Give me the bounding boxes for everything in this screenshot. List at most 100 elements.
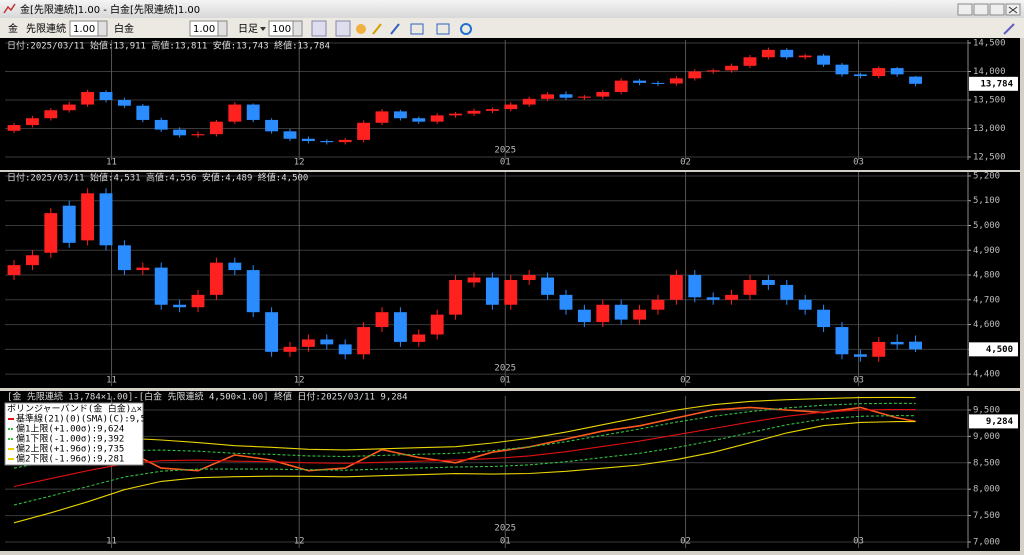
tool-button[interactable] [1003,23,1015,35]
y-tick-label: 9,000 [973,432,1000,442]
candle-body [504,104,518,110]
tool-button[interactable] [311,20,327,37]
candle-body [559,94,573,98]
candle-body [780,284,794,300]
spinner[interactable] [217,20,228,37]
candle-body [393,111,407,119]
y-tick-label: 13,500 [973,96,1006,106]
candle-body [7,125,21,131]
candle-body [393,312,407,342]
candle-body [449,279,463,315]
candle-body [835,64,849,75]
candle-body [117,245,131,271]
last-value-box [969,76,1018,91]
candle-body [485,109,499,111]
x-tick-label: 12 [294,158,305,168]
candle-body [265,312,279,352]
candle-body [798,299,812,310]
x-tick-label: 01 [500,537,511,547]
candle-body [173,129,187,136]
candle-body [136,267,150,271]
candle-body [228,104,242,122]
candle-body [909,341,923,350]
candle-body [209,121,223,135]
candle-body [117,100,131,106]
tool-button[interactable] [460,23,472,35]
candle-body [430,314,444,335]
period[interactable]: 日足 [238,23,258,35]
y-tick-label: 5,200 [973,171,1000,181]
symbol2: 白金 [114,22,134,35]
dropdown-arrow [260,27,266,31]
series-line [13,408,916,488]
candle-body [522,98,536,105]
close-icon [1008,6,1018,14]
candle-body [338,139,352,143]
tool-button[interactable] [372,23,382,35]
legend-box [4,402,144,466]
minimize-button[interactable] [973,3,989,16]
y-tick-label: 5,000 [973,221,1000,231]
spinner[interactable] [97,20,108,37]
candle-body [191,134,205,136]
candle-body [246,270,260,313]
y-tick-label: 13,000 [973,124,1006,134]
maximize-button[interactable] [989,3,1005,16]
candle-body [596,92,610,97]
series-line [13,421,916,524]
restore-button[interactable] [957,3,973,16]
tool-button[interactable] [335,20,351,37]
series-line [13,406,916,472]
candle-body [688,275,702,298]
candle-body [357,327,371,355]
candle-body [467,277,481,283]
mult1: 1.00 [73,24,95,35]
candle-body [357,122,371,140]
y-tick-label: 7,000 [973,537,1000,547]
x-tick-label: 02 [680,376,691,386]
panel-header: 日付:2025/03/11 始値:4,531 高値:4,556 安値:4,489… [7,172,308,184]
last-value-label: 13,784 [980,79,1013,89]
candle-body [301,339,315,347]
candle-body [614,80,628,93]
panel-header: [金 先限連続 13,784×1.00]-[白金 先限連続 4,500×1.00… [7,391,408,403]
candle-body [191,294,205,308]
panel-bg [0,391,1020,551]
candle-body [504,279,518,305]
window-title: 金[先限連続]1.00 - 白金[先限連続]1.00 [20,3,200,16]
contract1[interactable]: 先限連続 [26,22,66,35]
tool-button[interactable] [356,24,366,34]
candle-body [136,105,150,120]
year-label: 2025 [494,146,516,156]
title-bar-bg [0,0,1024,18]
y-tick-label: 4,600 [973,320,1000,330]
tool-button[interactable] [436,23,450,35]
candle-body [743,279,757,295]
candle-body [265,119,279,132]
app-icon [3,3,16,14]
candle-body [596,304,610,323]
x-tick-label: 03 [853,537,864,547]
candle-body [99,193,113,246]
title-bar: 金[先限連続]1.00 - 白金[先限連続]1.00 [0,0,1024,18]
y-tick-label: 9,500 [973,405,1000,415]
tool-button[interactable] [390,23,400,35]
candle-body [706,70,720,72]
last-value-box [969,342,1018,357]
tool-button[interactable] [410,23,424,35]
x-tick-label: 11 [106,537,117,547]
candle-body [485,277,499,305]
x-tick-label: 01 [500,376,511,386]
candle-body [909,76,923,84]
legend-entry: 偏1下限(-1.00σ):9,392 [16,433,124,445]
candle-body [522,275,536,280]
x-tick-label: 11 [106,158,117,168]
panel-header: 日付:2025/03/11 始値:13,911 高値:13,811 安値:13,… [7,40,330,52]
mult2: 1.00 [193,24,215,35]
candle-body [467,110,481,114]
candle-body [228,262,242,271]
candle-body [614,304,628,320]
spinner[interactable] [292,20,303,37]
candle-body [81,193,95,241]
